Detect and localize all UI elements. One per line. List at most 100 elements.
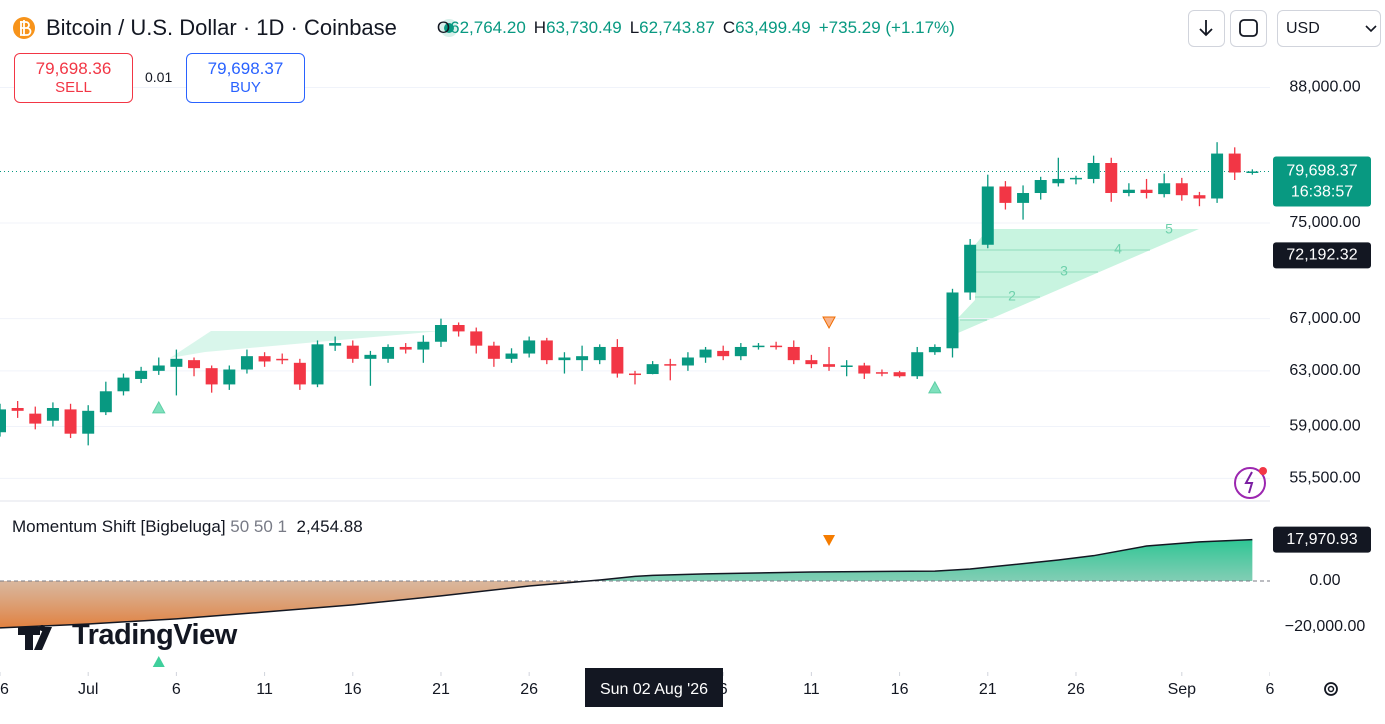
sell-label: SELL bbox=[55, 79, 92, 96]
signal-up bbox=[151, 400, 166, 414]
currency-select[interactable]: USD bbox=[1277, 10, 1381, 47]
layout-icon[interactable] bbox=[1239, 19, 1258, 37]
candle-body bbox=[928, 346, 941, 353]
y-tick-label: 55,500.00 bbox=[1289, 470, 1360, 487]
candle-body bbox=[346, 345, 359, 359]
button[interactable] bbox=[1230, 10, 1267, 47]
zone bbox=[170, 331, 441, 358]
candle-body bbox=[911, 352, 924, 377]
y-tick-label: 75,000.00 bbox=[1289, 214, 1360, 231]
assistant-icon[interactable] bbox=[1234, 467, 1266, 499]
candle-body bbox=[981, 186, 994, 245]
candle-body bbox=[699, 349, 712, 358]
y-tick-label: 63,000.00 bbox=[1289, 362, 1360, 379]
x-tick-label: 26 bbox=[520, 681, 538, 698]
indicator-last-bg bbox=[1273, 526, 1371, 553]
x-tick-label: 16 bbox=[891, 681, 909, 698]
candle-body bbox=[152, 365, 165, 371]
candle-body bbox=[99, 391, 112, 413]
candle-body bbox=[840, 365, 853, 367]
candle-body bbox=[1193, 195, 1206, 199]
area-negative bbox=[0, 580, 1253, 628]
ohlc: O62,764.20 H63,730.49 L62,743.87 C63,499… bbox=[437, 18, 955, 38]
candle-body bbox=[1158, 183, 1171, 195]
indicator-legend: Momentum Shift [Bigbeluga] 50 50 1 2,454… bbox=[12, 517, 363, 537]
x-tick-label: 6 bbox=[172, 681, 181, 698]
down-icon[interactable] bbox=[1199, 20, 1213, 37]
candle-body bbox=[434, 325, 447, 342]
candle-body bbox=[946, 292, 959, 349]
area-positive bbox=[588, 539, 1253, 581]
buy-price: 79,698.37 bbox=[207, 59, 284, 78]
candle-body bbox=[1140, 189, 1153, 194]
candle-body bbox=[11, 407, 24, 411]
chevron[interactable] bbox=[1365, 25, 1377, 33]
candle-body bbox=[717, 350, 730, 357]
x-tick-label: 6 bbox=[1266, 681, 1275, 698]
header: Bitcoin / U.S. Dollar · 1D · Coinbase O6… bbox=[46, 14, 955, 42]
candle-body bbox=[0, 409, 6, 433]
candle-body bbox=[681, 357, 694, 366]
x-tick-label: 11 bbox=[803, 681, 820, 698]
candle-body bbox=[170, 358, 183, 367]
y-tick-label: 59,000.00 bbox=[1289, 418, 1360, 435]
crosshair-date: Sun 02 Aug '26 bbox=[600, 681, 708, 698]
candle-body bbox=[1211, 153, 1224, 199]
candle-body bbox=[399, 346, 412, 350]
y-tick-label: −20,000.00 bbox=[1285, 618, 1366, 635]
candle-body bbox=[752, 345, 765, 348]
candle-body bbox=[417, 341, 430, 350]
candle-body bbox=[1052, 178, 1065, 184]
candle-body bbox=[629, 373, 641, 376]
change: +735.29 (+1.17%) bbox=[818, 18, 955, 37]
sell-button[interactable]: 79,698.36 SELL bbox=[14, 53, 133, 103]
zone-lines bbox=[960, 249, 1150, 321]
candle-body bbox=[64, 409, 77, 434]
candle-body bbox=[470, 331, 483, 346]
button[interactable] bbox=[1188, 10, 1225, 47]
btc-glyph bbox=[20, 20, 32, 36]
candle-body bbox=[46, 407, 59, 421]
candle-body bbox=[1105, 162, 1118, 194]
candle-body bbox=[964, 244, 977, 293]
candle-body bbox=[188, 360, 201, 369]
candle-body bbox=[893, 372, 906, 377]
candle-body bbox=[1175, 183, 1188, 196]
candle-body bbox=[505, 353, 518, 359]
candle-body bbox=[135, 370, 148, 379]
candle-body bbox=[558, 357, 571, 361]
candle-body bbox=[593, 346, 606, 361]
key: C bbox=[722, 18, 736, 37]
buy-button[interactable]: 79,698.37 BUY bbox=[186, 53, 305, 103]
candle-body bbox=[487, 345, 500, 359]
settings-icon[interactable] bbox=[1324, 682, 1338, 696]
x-tick-label: 11 bbox=[256, 681, 273, 698]
candle-body bbox=[1228, 153, 1241, 173]
x-tick-label: 21 bbox=[432, 681, 450, 698]
crosshair-price: 72,192.32 bbox=[1286, 247, 1357, 264]
candle-body bbox=[1017, 193, 1030, 203]
x-tick-label: 26 bbox=[0, 681, 9, 698]
wave-label: 5 bbox=[1165, 221, 1173, 237]
candle-body bbox=[311, 344, 324, 385]
candle-body bbox=[664, 364, 677, 366]
candle-body bbox=[117, 377, 130, 392]
ohlc-item: L62,743.87 bbox=[630, 18, 715, 38]
candle-body bbox=[382, 346, 395, 359]
candle-body bbox=[82, 410, 95, 434]
x-tick-label: 21 bbox=[979, 681, 997, 698]
candle-body bbox=[858, 365, 871, 374]
y-tick-label: 0.00 bbox=[1309, 572, 1340, 589]
candle-body bbox=[875, 372, 888, 374]
candle-body bbox=[646, 364, 659, 375]
sell-price: 79,698.36 bbox=[35, 59, 112, 78]
brand: TradingView bbox=[72, 619, 237, 651]
key: L bbox=[629, 18, 640, 37]
candle-body bbox=[770, 345, 783, 348]
indicator-line bbox=[0, 538, 1253, 629]
spread: 0.01 bbox=[145, 69, 173, 85]
